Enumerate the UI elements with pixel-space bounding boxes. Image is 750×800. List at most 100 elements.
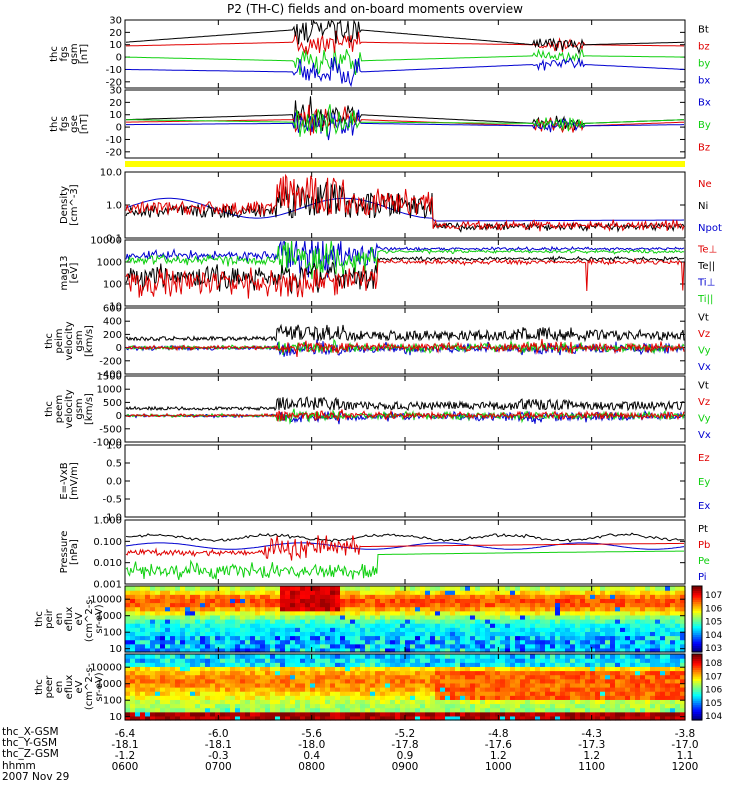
trace-black bbox=[125, 255, 685, 295]
spectrogram-cell bbox=[360, 662, 366, 667]
footer-row-y: thc_Y-GSM bbox=[2, 737, 57, 750]
y-tick-label: 1.0 bbox=[106, 201, 122, 212]
spectrogram-cell bbox=[265, 658, 271, 663]
spectrogram-cell bbox=[360, 631, 366, 637]
spectrogram-cell bbox=[145, 670, 151, 676]
spectrogram-cell bbox=[300, 715, 306, 721]
spectrogram-cell bbox=[205, 643, 211, 649]
spectrogram-cell bbox=[525, 610, 531, 616]
spectrogram-cell bbox=[530, 654, 536, 659]
spectrogram-cell bbox=[305, 711, 311, 717]
spectrogram-cell bbox=[320, 614, 326, 620]
legend-label: Vx bbox=[698, 362, 711, 373]
spectrogram-cell bbox=[620, 614, 626, 620]
spectrogram-cell bbox=[425, 654, 431, 659]
spectrogram-cell bbox=[185, 627, 191, 632]
spectrogram-cell bbox=[150, 643, 156, 649]
spectrogram-cell bbox=[210, 647, 216, 653]
spectrogram-cell bbox=[630, 707, 636, 713]
spectrogram-cell bbox=[435, 635, 441, 641]
spectrogram-cell bbox=[475, 614, 481, 620]
spectrogram-cell bbox=[615, 635, 621, 641]
spectrogram-cell bbox=[260, 703, 266, 709]
spectrogram-cell bbox=[335, 598, 341, 604]
spectrogram-cell bbox=[615, 707, 621, 713]
spectrogram-cell bbox=[460, 590, 466, 595]
spectrogram-cell bbox=[240, 695, 246, 700]
spectrogram-cell bbox=[550, 606, 556, 612]
spectrogram-cell bbox=[590, 715, 596, 721]
spectrogram-cell bbox=[360, 619, 366, 624]
spectrogram-cell bbox=[145, 631, 151, 637]
spectrogram-cell bbox=[580, 602, 586, 608]
spectrogram-cell bbox=[465, 610, 471, 616]
spectrogram-cell bbox=[295, 623, 301, 628]
spectrogram-cell bbox=[365, 586, 371, 591]
spectrogram-cell bbox=[595, 703, 601, 709]
spectrogram-cell bbox=[240, 590, 246, 595]
spectrogram-cell bbox=[575, 678, 581, 684]
spectrogram-cell bbox=[430, 666, 436, 672]
spectrogram-cell bbox=[395, 627, 401, 632]
spectrogram-cell bbox=[505, 627, 511, 632]
spectrogram-cell bbox=[385, 703, 391, 709]
spectrogram-cell bbox=[355, 662, 361, 667]
spectrogram-cell bbox=[450, 619, 456, 624]
spectrogram-cell bbox=[425, 619, 431, 624]
spectrogram-cell bbox=[585, 662, 591, 667]
spectrogram-cell bbox=[290, 631, 296, 637]
spectrogram-cell bbox=[310, 691, 316, 696]
spectrogram-cell bbox=[645, 678, 651, 684]
spectrogram-cell bbox=[260, 619, 266, 624]
spectrogram-cell bbox=[480, 619, 486, 624]
spectrogram-cell bbox=[250, 711, 256, 717]
spectrogram-cell bbox=[510, 687, 516, 692]
spectrogram-cell bbox=[355, 658, 361, 663]
spectrogram-cell bbox=[200, 695, 206, 700]
spectrogram-cell bbox=[650, 678, 656, 684]
spectrogram-cell bbox=[195, 691, 201, 696]
spectrogram-cell bbox=[645, 619, 651, 624]
x-tick-label: 0.9 bbox=[397, 750, 414, 762]
spectrogram-cell bbox=[645, 594, 651, 599]
spectrogram-cell bbox=[545, 662, 551, 667]
spectrogram-cell bbox=[250, 647, 256, 653]
spectrogram-cell bbox=[680, 695, 686, 700]
spectrogram-cell bbox=[590, 670, 596, 676]
spectrogram-cell bbox=[450, 627, 456, 632]
spectrogram-cell bbox=[490, 594, 496, 599]
spectrogram-cell bbox=[310, 715, 316, 721]
legend-label: Npot bbox=[698, 223, 722, 234]
spectrogram-cell bbox=[490, 610, 496, 616]
spectrogram-cell bbox=[225, 631, 231, 637]
spectrogram-cell bbox=[670, 670, 676, 676]
spectrogram-cell bbox=[640, 594, 646, 599]
spectrogram-cell bbox=[515, 658, 521, 663]
spectrogram-cell bbox=[460, 627, 466, 632]
spectrogram-cell bbox=[530, 639, 536, 645]
spectrogram-cell bbox=[560, 635, 566, 641]
spectrogram-cell bbox=[590, 678, 596, 684]
spectrogram-cell bbox=[295, 619, 301, 624]
spectrogram-cell bbox=[580, 631, 586, 637]
spectrogram-cell bbox=[240, 594, 246, 599]
spectrogram-cell bbox=[250, 674, 256, 680]
spectrogram-cell bbox=[535, 654, 541, 659]
spectrogram-cell bbox=[345, 598, 351, 604]
legend-label: Te⊥ bbox=[697, 244, 717, 255]
spectrogram-cell bbox=[625, 586, 631, 591]
spectrogram-cell bbox=[515, 631, 521, 637]
spectrogram-cell bbox=[515, 707, 521, 713]
spectrogram-cell bbox=[215, 590, 221, 595]
x-tick-label: -17.8 bbox=[391, 739, 418, 751]
spectrogram-cell bbox=[535, 670, 541, 676]
spectrogram-cell bbox=[670, 682, 676, 688]
spectrogram-cell bbox=[480, 711, 486, 717]
spectrogram-cell bbox=[645, 691, 651, 696]
spectrogram-cell bbox=[270, 687, 276, 692]
spectrogram-cell bbox=[180, 699, 186, 705]
spectrogram-cell bbox=[375, 674, 381, 680]
spectrogram-cell bbox=[225, 643, 231, 649]
spectrogram-cell bbox=[585, 610, 591, 616]
spectrogram-cell bbox=[395, 662, 401, 667]
